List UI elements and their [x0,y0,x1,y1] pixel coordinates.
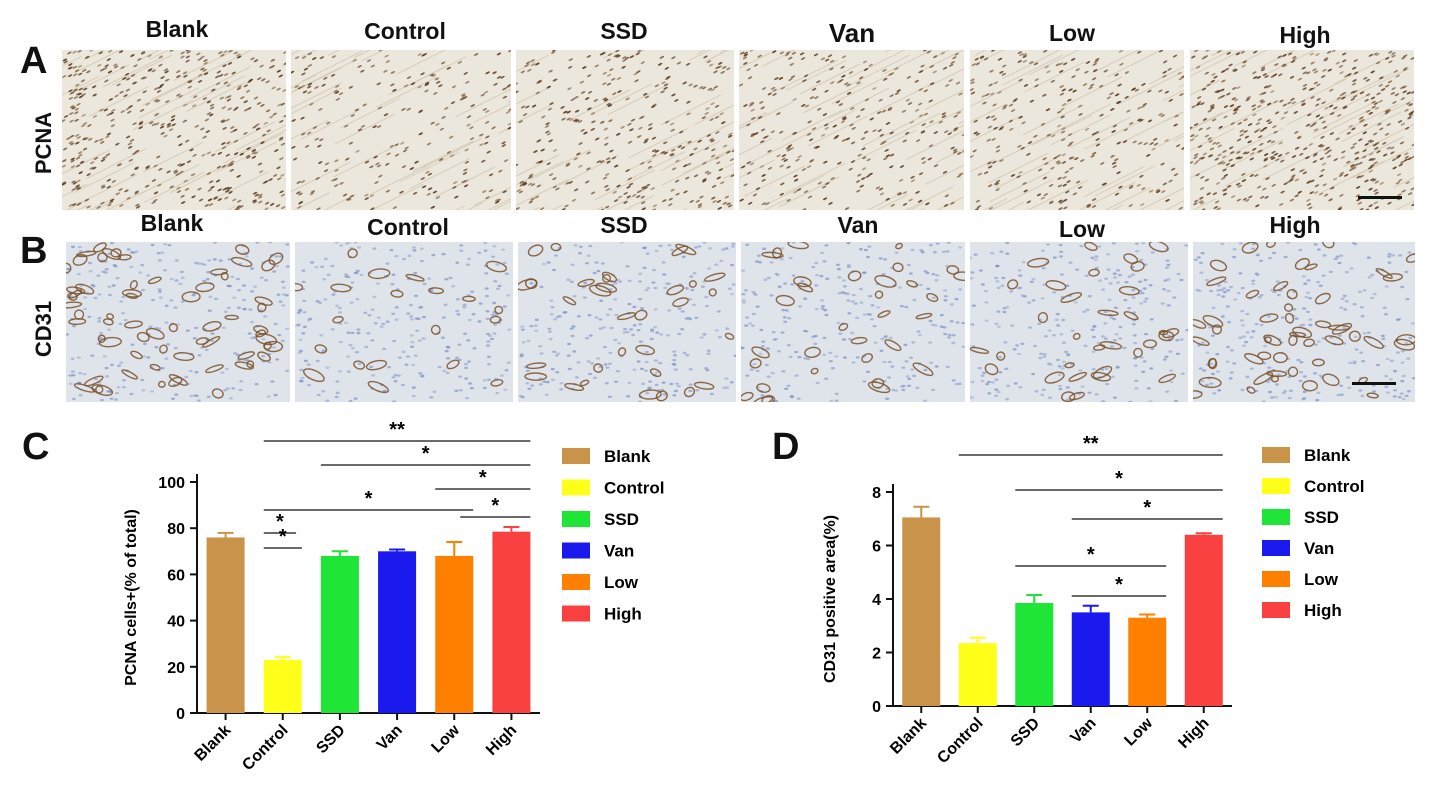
legend-label-van: Van [1304,539,1334,558]
cd31-micrograph-blank [66,242,290,402]
significance-label: * [279,526,287,548]
bar-control [958,643,997,706]
y-tick-label: 80 [167,521,185,538]
y-tick-label: 2 [872,646,881,663]
significance-label: * [1115,574,1123,596]
x-tick-label-control: Control [934,715,986,767]
significance-label: ** [1083,433,1099,455]
bar-ssd [320,555,359,713]
legend-label-low: Low [604,573,639,592]
significance-label: * [365,488,373,510]
bar-control [263,659,302,713]
y-tick-label: 60 [167,567,185,584]
scale-bar-b [1352,382,1396,385]
panel-letter-b: B [20,230,48,272]
pcna-micrograph-van [739,50,964,210]
cd31-micrograph-ssd [518,242,736,402]
scale-bar-a [1358,196,1402,199]
legend-swatch-ssd [1262,509,1290,525]
col-label-b-low: Low [1059,216,1105,242]
significance-label: ** [389,419,405,441]
significance-label: * [1115,468,1123,490]
x-tick-label-van: Van [1067,715,1099,747]
bar-blank [206,537,245,713]
bar-high [492,531,531,713]
y-tick-label: 8 [872,485,881,502]
legend-swatch-low [1262,571,1290,587]
significance-label: * [276,511,284,533]
panel-letter-a: A [20,40,48,82]
significance-label: * [479,467,487,489]
col-label-a-ssd: SSD [600,18,648,44]
x-tick-label-high: High [1175,715,1212,752]
pcna-micrograph-high [1190,50,1414,210]
col-label-b-blank: Blank [140,210,204,236]
significance-label: * [1143,497,1151,519]
legend-label-ssd: SSD [604,510,639,529]
cd31-micrograph-van [741,242,965,402]
col-label-a-low: Low [1049,20,1095,46]
pcna-micrograph-ssd [516,50,734,210]
cd31-micrograph-control [295,242,513,402]
legend-label-control: Control [604,479,664,498]
col-label-a-blank: Blank [145,16,209,42]
legend-swatch-van [1262,540,1290,556]
y-tick-label: 40 [167,614,185,631]
x-tick-label-low: Low [1121,714,1156,749]
legend-swatch-ssd [562,511,590,527]
y-tick-label: 20 [167,660,185,677]
legend-swatch-high [1262,602,1290,618]
chart-c-pcna: 0 20 40 60 80 100 PCNA cells+(% of total) Blank… [123,419,664,774]
y-tick-label: 0 [872,699,881,716]
bar-ssd [1015,603,1054,706]
pcna-micrograph-blank [62,50,286,210]
col-label-b-van: Van [837,212,879,238]
legend-label-control: Control [1304,477,1364,496]
legend-label-high: High [1304,601,1342,620]
x-tick-label-blank: Blank [887,715,930,758]
pcna-micrograph-control [291,50,511,210]
y-tick-label: 4 [872,592,881,609]
legend-swatch-control [1262,478,1290,494]
legend-label-van: Van [604,542,634,561]
bar-van [1071,612,1110,706]
legend-swatch-van [562,542,590,559]
legend-label-high: High [604,605,642,624]
y-tick-label: 0 [176,706,185,723]
legend-swatch-high [562,605,590,622]
bar-low [1128,617,1167,706]
panel-letter-c: C [22,426,50,468]
legend-label-low: Low [1304,570,1339,589]
bar-high [1184,534,1223,706]
legend-swatch-blank [562,448,590,464]
cd31-micrograph-low [970,242,1188,402]
y-axis-label: PCNA cells+(% of total) [123,509,140,686]
legend-swatch-control [562,479,590,496]
panel-letter-d: D [772,426,800,468]
col-label-b-ssd: SSD [600,212,648,238]
bar-low [435,555,474,713]
legend-label-blank: Blank [1304,446,1351,465]
col-label-a-van: Van [828,18,876,48]
bar-van [378,551,417,713]
col-label-b-control: Control [367,214,449,240]
legend-swatch-blank [1262,447,1290,463]
legend-swatch-low [562,574,590,590]
significance-label: * [422,443,430,465]
y-tick-label: 100 [158,475,185,492]
legend-label-ssd: SSD [1304,508,1339,527]
significance-label: * [491,495,499,517]
y-tick-label: 6 [872,539,881,556]
y-axis-label: CD31 positive area(%) [822,515,839,683]
significance-label: * [1087,544,1095,566]
x-tick-label-ssd: SSD [1008,715,1043,750]
legend-label-blank: Blank [604,447,651,466]
pcna-micrograph-low [970,50,1184,210]
bar-blank [902,517,941,706]
col-label-b-high: High [1269,212,1321,238]
col-label-a-control: Control [364,18,446,44]
col-label-a-high: High [1279,22,1331,48]
